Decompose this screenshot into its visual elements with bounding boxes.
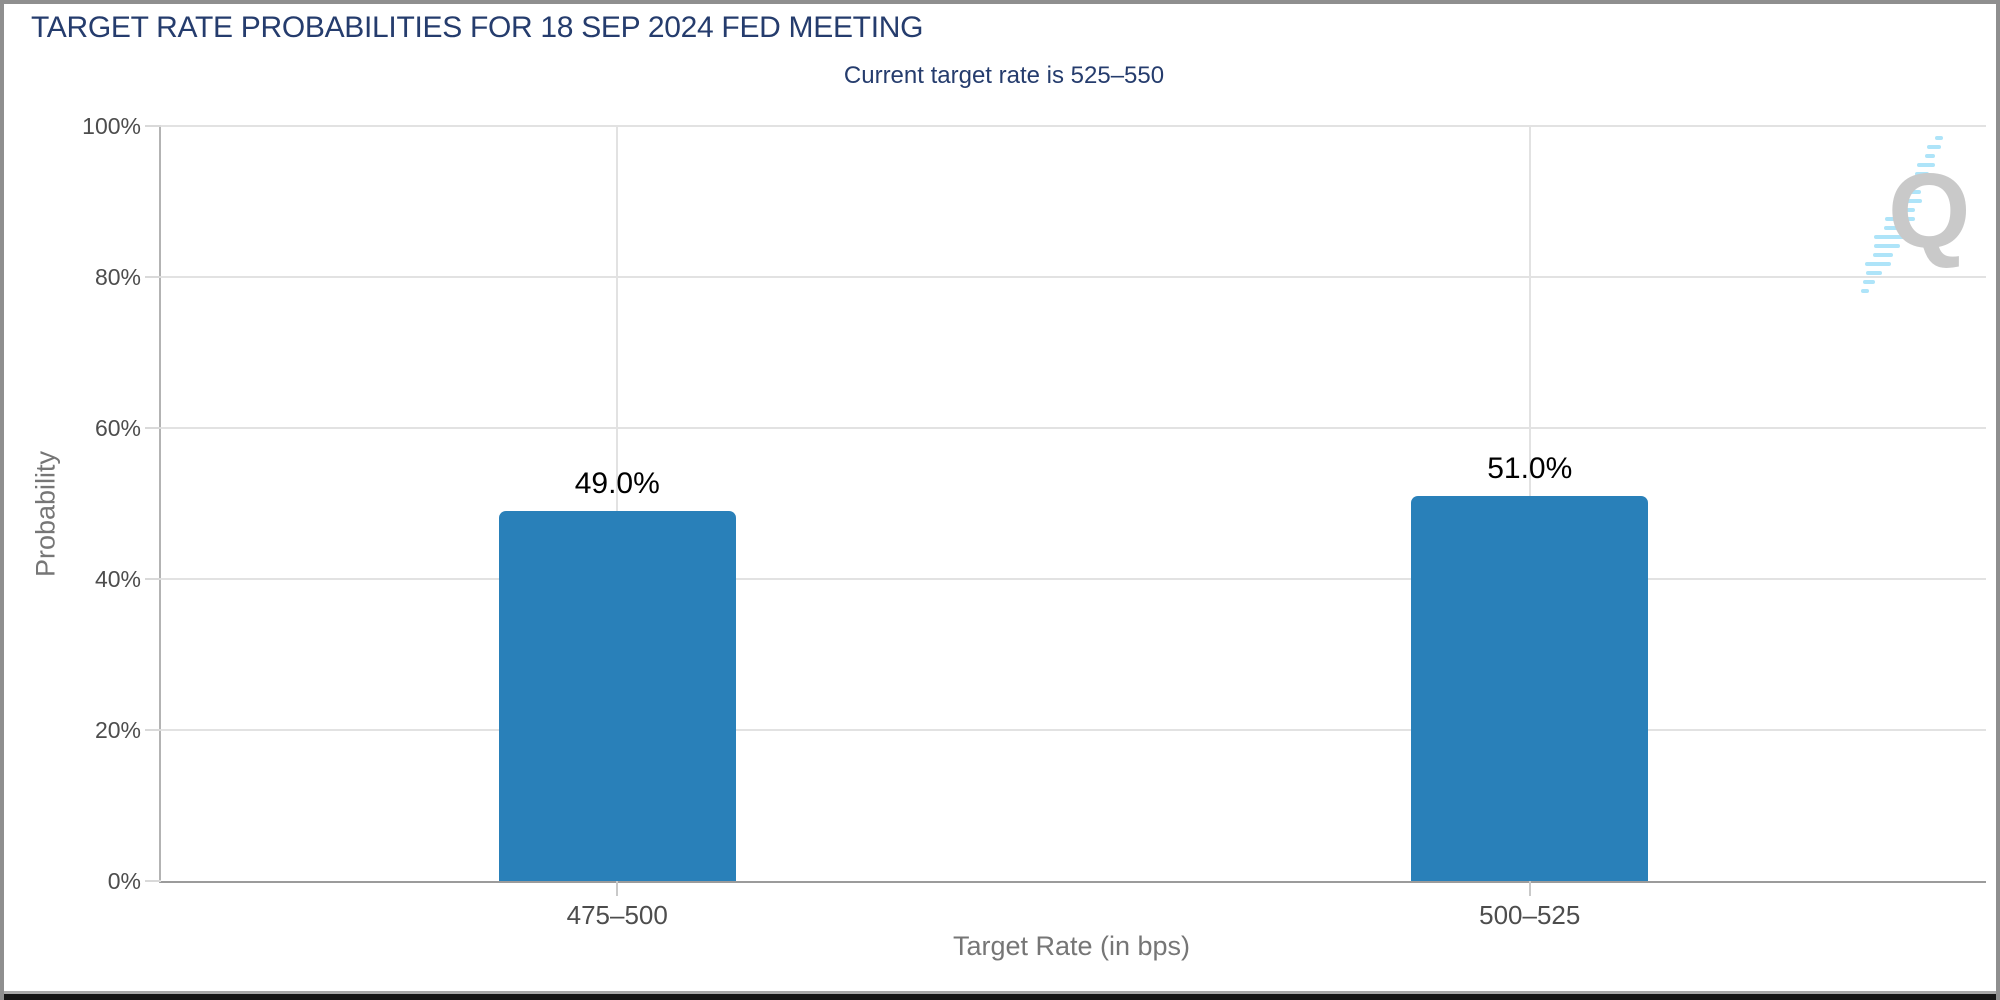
y-axis-tick	[145, 578, 161, 580]
x-axis-category-label: 475–500	[566, 900, 668, 930]
x-axis-title: Target Rate (in bps)	[952, 931, 1191, 961]
x-axis-category-label: 500–525	[1479, 900, 1581, 930]
bar-value-label: 51.0%	[1487, 451, 1573, 485]
y-gridline	[161, 125, 1986, 127]
y-gridline	[161, 276, 1986, 278]
x-gridline	[616, 126, 619, 881]
chart-subtitle: Current target rate is 525–550	[843, 62, 1165, 89]
x-axis-tick	[1528, 881, 1531, 896]
y-axis-tick-label: 100%	[82, 113, 141, 139]
y-axis-tick-label: 80%	[94, 264, 141, 290]
y-axis-tick	[145, 729, 161, 731]
chart-title: TARGET RATE PROBABILITIES FOR 18 SEP 202…	[31, 11, 924, 44]
y-axis-tick-label: 40%	[94, 566, 141, 592]
y-axis-tick	[145, 427, 161, 429]
y-axis-tick	[145, 880, 161, 882]
probability-bar[interactable]	[498, 511, 736, 881]
logo-q-letter: Q	[1888, 152, 1971, 270]
x-axis-tick	[616, 881, 619, 896]
probability-bar[interactable]	[1411, 495, 1649, 881]
y-gridline	[161, 578, 1986, 580]
y-axis-tick-label: 20%	[94, 717, 141, 743]
y-axis-tick	[145, 125, 161, 127]
logo-blue-hatch-icon	[1861, 136, 1943, 293]
y-axis-tick-label: 60%	[94, 415, 141, 441]
bar-value-label: 49.0%	[574, 467, 660, 501]
quikstrike-logo-watermark: Q	[1842, 122, 1972, 297]
y-gridline	[161, 729, 1986, 731]
y-axis-tick	[145, 276, 161, 278]
y-axis-tick-label: 0%	[107, 868, 141, 894]
y-axis-title: Probability	[30, 450, 61, 578]
window-bottom-edge	[4, 991, 1996, 1000]
plot-area: 0% 20% 40% 60% 80% 100% 49.0% 475–500 51.0% 500–5…	[82, 113, 1986, 930]
y-gridline	[161, 427, 1986, 429]
